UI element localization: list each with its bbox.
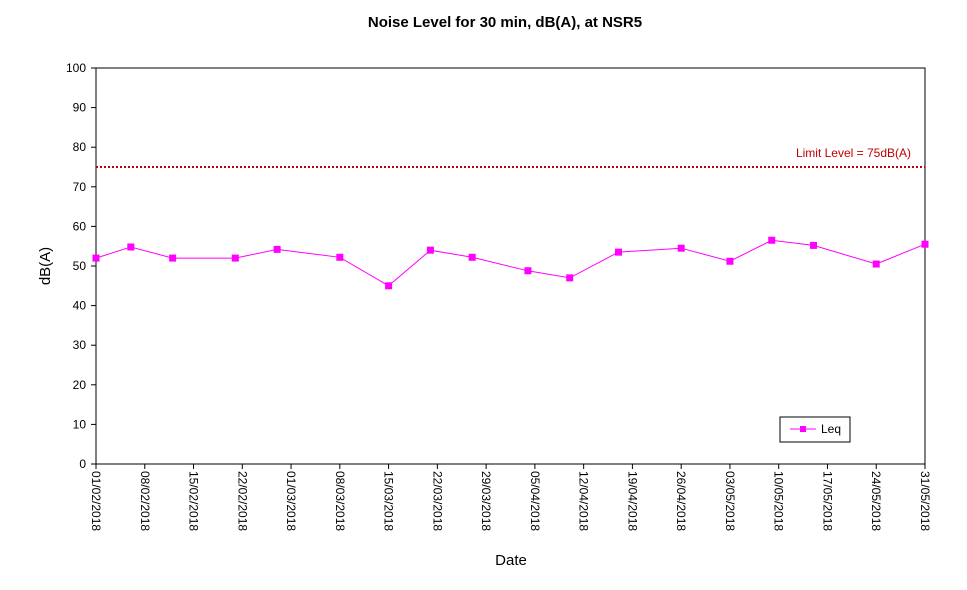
data-point-leq bbox=[726, 257, 734, 265]
x-tick-label: 22/02/2018 bbox=[235, 471, 249, 531]
data-point-leq bbox=[385, 282, 393, 290]
data-point-leq bbox=[426, 246, 434, 254]
plot-area bbox=[95, 67, 926, 465]
x-tick-label: 29/03/2018 bbox=[479, 471, 493, 531]
data-point-leq bbox=[768, 236, 776, 244]
y-tick-label: 60 bbox=[73, 219, 87, 233]
y-tick-label: 80 bbox=[73, 140, 87, 154]
x-tick-label: 10/05/2018 bbox=[772, 471, 786, 531]
x-tick-label: 15/03/2018 bbox=[382, 471, 396, 531]
data-point-leq bbox=[127, 243, 135, 251]
data-point-leq bbox=[273, 245, 281, 253]
data-point-leq bbox=[872, 260, 880, 268]
y-tick-label: 0 bbox=[79, 457, 86, 471]
x-tick-label: 15/02/2018 bbox=[187, 471, 201, 531]
data-point-leq bbox=[468, 253, 476, 261]
series-leq bbox=[92, 236, 929, 290]
x-tick-label: 12/04/2018 bbox=[577, 471, 591, 531]
data-point-leq bbox=[566, 274, 574, 282]
data-point-leq bbox=[614, 248, 622, 256]
x-tick-label: 22/03/2018 bbox=[430, 471, 444, 531]
x-tick-label: 31/05/2018 bbox=[918, 471, 932, 531]
data-point-leq bbox=[231, 254, 239, 262]
data-point-leq bbox=[677, 244, 685, 252]
x-tick-label: 05/04/2018 bbox=[528, 471, 542, 531]
y-axis-ticks: 0 10 20 30 40 50 60 70 80 90 100 bbox=[66, 61, 96, 471]
data-point-leq bbox=[810, 241, 818, 249]
x-tick-label: 01/03/2018 bbox=[284, 471, 298, 531]
x-tick-label: 03/05/2018 bbox=[723, 471, 737, 531]
y-tick-label: 10 bbox=[73, 417, 87, 431]
legend: Leq bbox=[779, 416, 851, 443]
x-axis-ticks: 01/02/2018 08/02/2018 15/02/2018 22/02/2018… bbox=[89, 464, 932, 531]
data-point-leq bbox=[169, 254, 177, 262]
y-tick-label: 50 bbox=[73, 259, 87, 273]
x-tick-label: 26/04/2018 bbox=[674, 471, 688, 531]
x-tick-label: 19/04/2018 bbox=[625, 471, 639, 531]
chart-title: Noise Level for 30 min, dB(A), at NSR5 bbox=[368, 14, 642, 31]
x-axis-title: Date bbox=[495, 552, 527, 569]
x-tick-label: 08/02/2018 bbox=[138, 471, 152, 531]
x-tick-label: 24/05/2018 bbox=[869, 471, 883, 531]
y-tick-label: 90 bbox=[73, 101, 87, 115]
y-tick-label: 70 bbox=[73, 180, 87, 194]
data-point-leq bbox=[336, 253, 344, 261]
y-tick-label: 30 bbox=[73, 338, 87, 352]
legend-label-leq: Leq bbox=[821, 422, 841, 436]
y-tick-label: 20 bbox=[73, 378, 87, 392]
series-line-leq bbox=[95, 239, 926, 287]
data-point-leq bbox=[92, 254, 100, 262]
y-axis-title: dB(A) bbox=[37, 247, 54, 285]
y-tick-label: 40 bbox=[73, 299, 87, 313]
x-tick-label: 08/03/2018 bbox=[333, 471, 347, 531]
data-point-leq bbox=[921, 240, 929, 248]
legend-swatch-marker bbox=[800, 426, 806, 432]
x-tick-label: 01/02/2018 bbox=[89, 471, 103, 531]
limit-level-label: Limit Level = 75dB(A) bbox=[796, 146, 911, 160]
data-point-leq bbox=[524, 267, 532, 275]
x-tick-label: 17/05/2018 bbox=[820, 471, 834, 531]
y-tick-label: 100 bbox=[66, 61, 86, 75]
